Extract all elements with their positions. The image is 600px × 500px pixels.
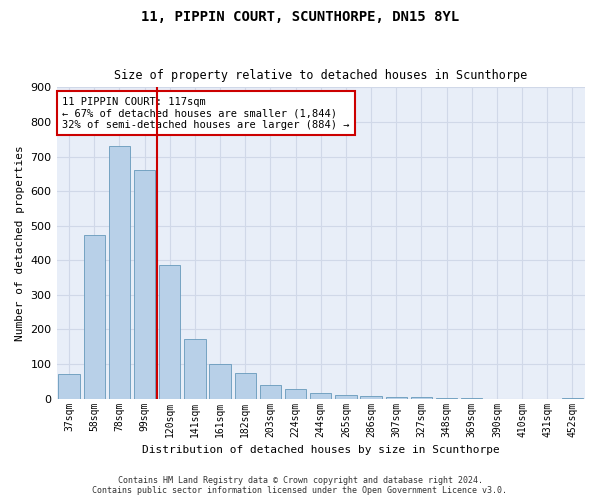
Bar	[235, 372, 256, 398]
Bar	[310, 394, 331, 398]
Bar	[134, 170, 155, 398]
Bar	[361, 396, 382, 398]
Y-axis label: Number of detached properties: Number of detached properties	[15, 145, 25, 341]
Bar	[109, 146, 130, 399]
Text: Contains HM Land Registry data © Crown copyright and database right 2024.
Contai: Contains HM Land Registry data © Crown c…	[92, 476, 508, 495]
Bar	[184, 339, 206, 398]
Bar	[260, 385, 281, 398]
Bar	[209, 364, 231, 398]
Bar	[335, 395, 356, 398]
Bar	[386, 396, 407, 398]
Bar	[159, 266, 181, 398]
Text: 11, PIPPIN COURT, SCUNTHORPE, DN15 8YL: 11, PIPPIN COURT, SCUNTHORPE, DN15 8YL	[141, 10, 459, 24]
X-axis label: Distribution of detached houses by size in Scunthorpe: Distribution of detached houses by size …	[142, 445, 500, 455]
Bar	[285, 390, 307, 398]
Title: Size of property relative to detached houses in Scunthorpe: Size of property relative to detached ho…	[114, 69, 527, 82]
Bar	[58, 374, 80, 398]
Text: 11 PIPPIN COURT: 117sqm
← 67% of detached houses are smaller (1,844)
32% of semi: 11 PIPPIN COURT: 117sqm ← 67% of detache…	[62, 96, 349, 130]
Bar	[83, 236, 105, 398]
